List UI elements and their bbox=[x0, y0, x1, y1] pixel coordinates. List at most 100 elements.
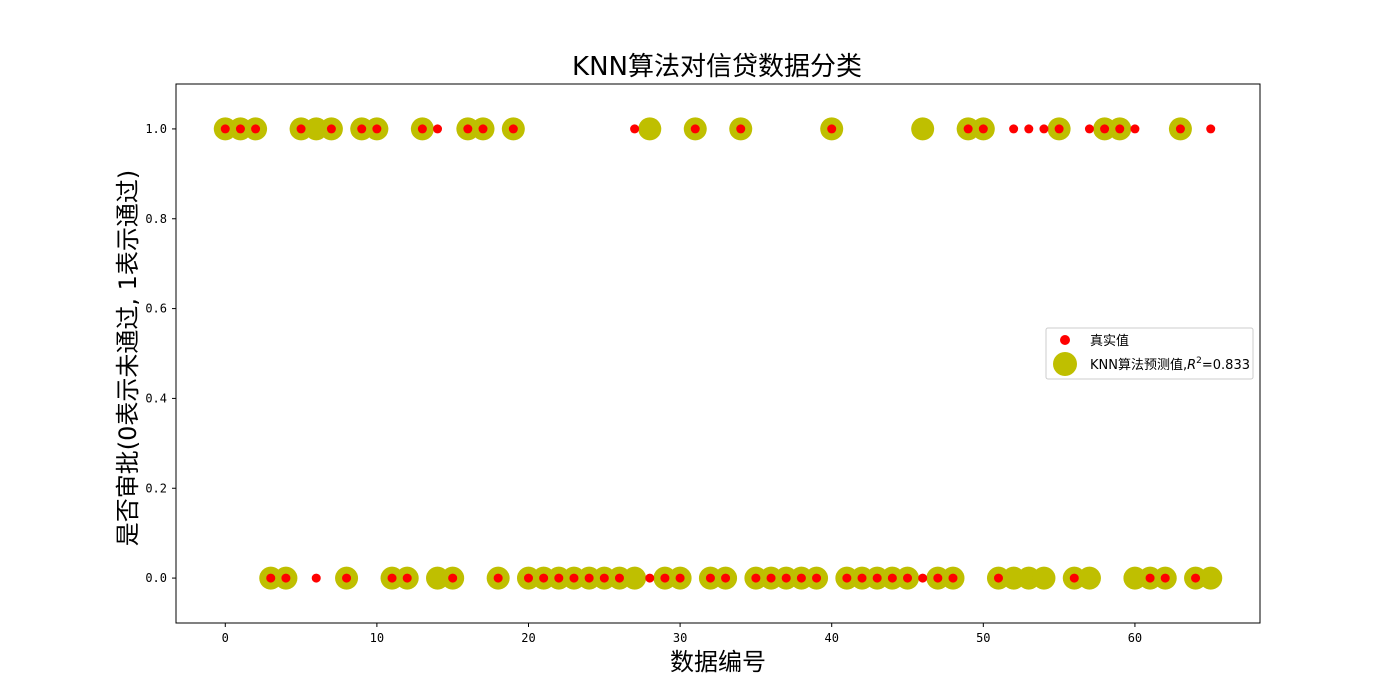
actual-point bbox=[508, 124, 518, 134]
actual-point bbox=[887, 573, 897, 583]
actual-point bbox=[235, 124, 245, 134]
actual-point bbox=[523, 573, 533, 583]
actual-point bbox=[918, 573, 928, 583]
y-axis: 0.0 0.2 0.4 0.6 0.8 1.0 bbox=[145, 122, 176, 585]
actual-point bbox=[1160, 573, 1170, 583]
actual-point bbox=[599, 573, 609, 583]
legend-box bbox=[1045, 327, 1254, 380]
x-tick-label: 30 bbox=[673, 631, 687, 645]
actual-series bbox=[220, 124, 1216, 583]
predicted-point bbox=[1077, 566, 1101, 590]
actual-point bbox=[493, 573, 503, 583]
actual-point bbox=[387, 573, 397, 583]
actual-point bbox=[1206, 124, 1216, 134]
x-tick-label: 20 bbox=[521, 631, 535, 645]
actual-point bbox=[736, 124, 746, 134]
predicted-point bbox=[638, 117, 662, 141]
predicted-point bbox=[1199, 566, 1223, 590]
actual-point bbox=[326, 124, 336, 134]
actual-point bbox=[933, 573, 943, 583]
y-tick-label: 1.0 bbox=[145, 122, 167, 136]
actual-point bbox=[903, 573, 913, 583]
actual-point bbox=[1069, 573, 1079, 583]
legend-actual-marker bbox=[1060, 335, 1070, 345]
actual-point bbox=[478, 124, 488, 134]
actual-point bbox=[402, 573, 412, 583]
actual-point bbox=[1175, 124, 1185, 134]
actual-point bbox=[1039, 124, 1049, 134]
actual-point bbox=[417, 124, 427, 134]
actual-point bbox=[448, 573, 458, 583]
actual-point bbox=[948, 573, 958, 583]
legend-actual-label: 真实值 bbox=[1090, 333, 1129, 349]
actual-point bbox=[872, 573, 882, 583]
x-tick-label: 60 bbox=[1128, 631, 1142, 645]
actual-point bbox=[584, 573, 594, 583]
actual-point bbox=[1100, 124, 1110, 134]
actual-point bbox=[296, 124, 306, 134]
actual-point bbox=[372, 124, 382, 134]
actual-point bbox=[675, 573, 685, 583]
actual-point bbox=[993, 573, 1003, 583]
y-tick-label: 0.8 bbox=[145, 212, 167, 226]
actual-point bbox=[342, 573, 352, 583]
actual-point bbox=[630, 124, 640, 134]
actual-point bbox=[690, 124, 700, 134]
actual-point bbox=[827, 124, 837, 134]
actual-point bbox=[978, 124, 988, 134]
actual-point bbox=[1024, 124, 1034, 134]
actual-point bbox=[751, 573, 761, 583]
chart-title: KNN算法对信贷数据分类 bbox=[572, 52, 862, 82]
predicted-series bbox=[213, 117, 1223, 590]
y-tick-label: 0.4 bbox=[145, 391, 167, 405]
x-axis: 0 10 20 30 40 50 60 bbox=[222, 623, 1142, 645]
actual-point bbox=[796, 573, 806, 583]
actual-point bbox=[311, 573, 321, 583]
predicted-point bbox=[1032, 566, 1056, 590]
predicted-point bbox=[911, 117, 935, 141]
y-tick-label: 0.0 bbox=[145, 571, 167, 585]
actual-point bbox=[963, 124, 973, 134]
legend-predicted-label: KNN算法预测值,R2=0.833 bbox=[1090, 356, 1250, 373]
actual-point bbox=[251, 124, 261, 134]
legend: 真实值 KNN算法预测值,R2=0.833 bbox=[1045, 327, 1254, 380]
actual-point bbox=[1145, 573, 1155, 583]
y-tick-label: 0.2 bbox=[145, 481, 167, 495]
actual-point bbox=[721, 573, 731, 583]
actual-point bbox=[281, 573, 291, 583]
x-tick-label: 0 bbox=[222, 631, 229, 645]
actual-point bbox=[645, 573, 655, 583]
actual-point bbox=[614, 573, 624, 583]
actual-point bbox=[463, 124, 473, 134]
actual-point bbox=[554, 573, 564, 583]
y-axis-label: 是否审批(0表示未通过, 1表示通过) bbox=[114, 170, 142, 547]
y-tick-label: 0.6 bbox=[145, 302, 167, 316]
x-axis-label: 数据编号 bbox=[670, 648, 766, 676]
x-tick-label: 40 bbox=[824, 631, 838, 645]
actual-point bbox=[539, 573, 549, 583]
actual-point bbox=[766, 573, 776, 583]
actual-point bbox=[266, 573, 276, 583]
legend-predicted-marker bbox=[1053, 352, 1077, 376]
plot-frame bbox=[175, 83, 1261, 624]
actual-point bbox=[220, 124, 230, 134]
actual-point bbox=[1054, 124, 1064, 134]
actual-point bbox=[812, 573, 822, 583]
actual-point bbox=[1009, 124, 1019, 134]
actual-point bbox=[705, 573, 715, 583]
actual-point bbox=[842, 573, 852, 583]
actual-point bbox=[1115, 124, 1125, 134]
actual-point bbox=[1084, 124, 1094, 134]
actual-point bbox=[433, 124, 443, 134]
actual-point bbox=[660, 573, 670, 583]
actual-point bbox=[357, 124, 367, 134]
x-tick-label: 50 bbox=[976, 631, 990, 645]
actual-point bbox=[1130, 124, 1140, 134]
actual-point bbox=[569, 573, 579, 583]
actual-point bbox=[1191, 573, 1201, 583]
actual-point bbox=[781, 573, 791, 583]
actual-point bbox=[857, 573, 867, 583]
predicted-point bbox=[623, 566, 647, 590]
x-tick-label: 10 bbox=[370, 631, 384, 645]
